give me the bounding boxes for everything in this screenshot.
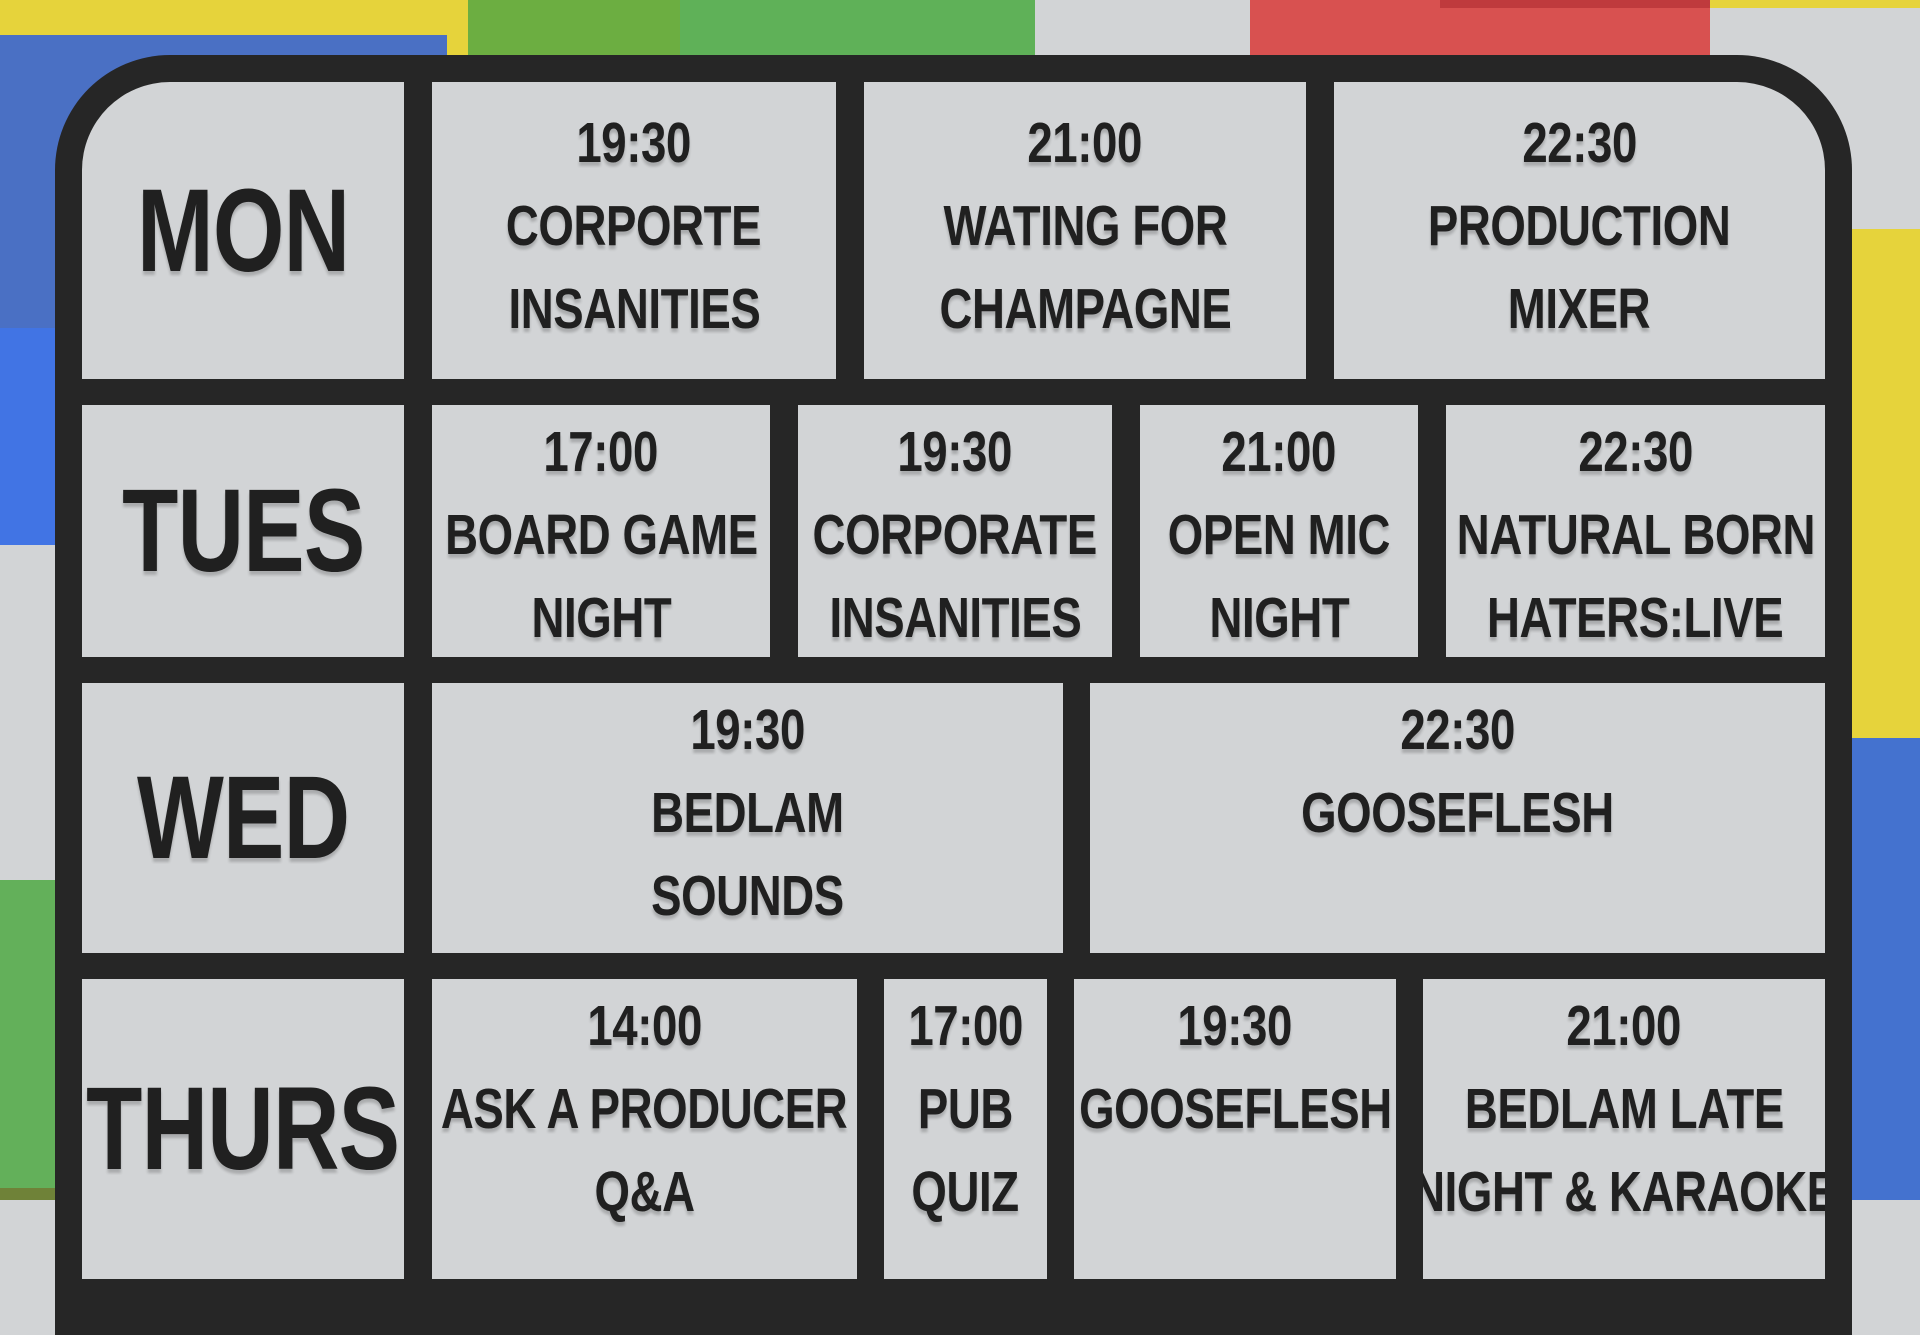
bg-red-top (1250, 0, 1710, 58)
event-title-line: CORPORATE (812, 503, 1098, 567)
bg-gray-top (1035, 0, 1250, 58)
event-title-line: NATURAL BORN (1456, 503, 1815, 567)
bg-green-yellowish-top (468, 0, 680, 58)
event-time: 19:30 (1177, 994, 1293, 1058)
event-time: 21:00 (1027, 111, 1143, 175)
event-title-line: WATING FOR (943, 194, 1227, 258)
event-time: 17:00 (908, 994, 1023, 1058)
event-cell: 21:00 BEDLAM LATE NIGHT & KARAOKE (1423, 979, 1825, 1279)
event-time: 14:00 (587, 994, 702, 1058)
event-time: 19:30 (897, 420, 1013, 484)
event-cell: 17:00 BOARD GAME NIGHT (432, 405, 770, 657)
event-title-line: INSANITIES (508, 277, 760, 341)
day-cell-thurs: THURS (82, 979, 404, 1279)
event-title-line: INSANITIES (829, 586, 1081, 650)
event-title-line: SOUNDS (651, 864, 844, 928)
bg-olive-bottomleft (0, 1188, 58, 1200)
day-label: WED (136, 752, 350, 884)
bg-green-soft-top (680, 0, 1035, 58)
event-time: 21:00 (1221, 420, 1337, 484)
event-title-line: NIGHT & KARAOKE (1423, 1160, 1825, 1224)
event-cell: 19:30 CORPORATE INSANITIES (798, 405, 1112, 657)
day-label: TUES (121, 465, 365, 597)
day-label: MON (136, 164, 350, 297)
day-cell-mon: MON (82, 82, 404, 379)
schedule-table: MON 19:30 CORPORTE INSANITIES 21:00 WATING FO… (55, 55, 1852, 1335)
event-time: 17:00 (543, 420, 659, 484)
event-cell: 14:00 ASK A PRODUCER Q&A (432, 979, 857, 1279)
bg-blue-right (1852, 738, 1920, 1200)
event-cell: 17:00 PUB QUIZ (884, 979, 1047, 1279)
day-cell-tues: TUES (82, 405, 404, 657)
event-title-line: BEDLAM (651, 781, 844, 845)
event-time: 22:30 (1578, 420, 1693, 484)
event-title-line: Q&A (594, 1160, 695, 1224)
event-time: 19:30 (690, 698, 805, 762)
event-cell: 22:30 PRODUCTION MIXER (1334, 82, 1825, 379)
bg-red-dark-strip (1440, 0, 1710, 8)
event-title-line: NIGHT (531, 586, 671, 650)
event-title-line: BEDLAM LATE (1464, 1077, 1784, 1141)
event-time: 19:30 (576, 111, 692, 175)
event-title-line: MIXER (1508, 277, 1651, 341)
event-cell: 21:00 OPEN MIC NIGHT (1140, 405, 1418, 657)
day-cell-wed: WED (82, 683, 404, 953)
event-title-line: CORPORTE (506, 194, 762, 258)
event-time: 21:00 (1566, 994, 1682, 1058)
event-title-line: GOOSEFLESH (1301, 781, 1614, 845)
day-label: THURS (86, 1063, 400, 1195)
event-title-line: BOARD GAME (444, 503, 758, 567)
bg-yellow-right (1852, 229, 1920, 738)
event-title-line: PUB (917, 1077, 1014, 1141)
event-time: 22:30 (1400, 698, 1515, 762)
event-title-line: OPEN MIC (1167, 503, 1391, 567)
event-title-line: HATERS:LIVE (1487, 586, 1784, 650)
event-title-line: PRODUCTION (1428, 194, 1731, 258)
bg-green-left (0, 880, 58, 1188)
event-cell: 22:30 NATURAL BORN HATERS:LIVE (1446, 405, 1825, 657)
event-title-line: ASK A PRODUCER (441, 1077, 848, 1141)
event-title-line: NIGHT (1209, 586, 1349, 650)
bg-gray-left (0, 545, 58, 880)
event-cell: 19:30 BEDLAM SOUNDS (432, 683, 1063, 953)
event-title-line: QUIZ (911, 1160, 1020, 1224)
event-cell: 21:00 WATING FOR CHAMPAGNE (864, 82, 1306, 379)
event-cell: 19:30 CORPORTE INSANITIES (432, 82, 836, 379)
event-title-line: CHAMPAGNE (939, 277, 1231, 341)
event-time: 22:30 (1522, 111, 1637, 175)
event-cell: 22:30 GOOSEFLESH (1090, 683, 1825, 953)
event-cell: 19:30 GOOSEFLESH (1074, 979, 1396, 1279)
event-title-line: GOOSEFLESH (1078, 1077, 1392, 1141)
bg-yellow-strip-topright (1710, 0, 1920, 8)
